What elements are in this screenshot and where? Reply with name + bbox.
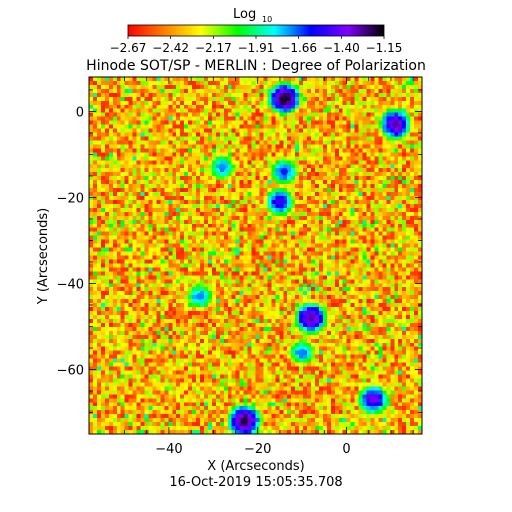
- plot-frame: [88, 76, 423, 435]
- x-axis-label: X (Arcseconds): [207, 459, 304, 474]
- polarization-patch: [280, 95, 288, 103]
- colorbar-tick-label: −2.67: [110, 41, 147, 55]
- feature-layer: [196, 95, 399, 425]
- x-tick-label: −40: [155, 442, 182, 457]
- polarization-patch: [307, 314, 315, 322]
- colorbar-tick-label: −2.42: [152, 41, 189, 55]
- colorbar-tick-label: −1.66: [280, 41, 317, 55]
- colorbar-ticks: −2.67 −2.42 −2.17 −1.91 −1.66 −1.40 −1.15: [110, 36, 403, 55]
- heatmap-image: [89, 77, 422, 434]
- polarization-patch: [196, 292, 204, 300]
- polarization-patch: [298, 348, 306, 356]
- polarization-patch: [391, 120, 399, 128]
- polarization-patch: [240, 417, 248, 425]
- y-tick-label: −60: [57, 363, 84, 378]
- colorbar-tick-label: −1.40: [323, 41, 360, 55]
- polarization-map: [89, 77, 422, 434]
- x-tick-label: −20: [244, 442, 271, 457]
- polarization-patch: [276, 198, 284, 206]
- y-axis: 0 −20 −40 −60: [57, 89, 422, 413]
- date-stamp: 16-Oct-2019 15:05:35.708: [169, 475, 342, 490]
- y-axis-label: Y (Arcseconds): [36, 208, 51, 305]
- colorbar: Log 10 −2.67 −2.42 −2.17 −1.91 −1.66 −1.40 −1.…: [110, 7, 403, 55]
- x-tick-label: 0: [342, 442, 350, 457]
- colorbar-gradient: [127, 24, 385, 37]
- polarization-patch: [369, 396, 377, 404]
- y-tick-label: −40: [57, 277, 84, 292]
- chart-title: Hinode SOT/SP - MERLIN : Degree of Polar…: [86, 58, 426, 74]
- y-tick-label: 0: [76, 105, 84, 120]
- colorbar-tick-label: −1.91: [238, 41, 275, 55]
- polarization-patch: [280, 168, 288, 176]
- plot-area: −40 −20 0 0 −20 −40 −60: [57, 76, 423, 457]
- colorbar-label: Log: [233, 7, 256, 22]
- x-axis: −40 −20 0: [124, 77, 414, 457]
- polarization-patch: [218, 163, 226, 171]
- colorbar-label-subscript: 10: [262, 15, 272, 24]
- y-tick-label: −20: [57, 191, 84, 206]
- colorbar-tick-label: −2.17: [195, 41, 232, 55]
- colorbar-tick-label: −1.15: [366, 41, 403, 55]
